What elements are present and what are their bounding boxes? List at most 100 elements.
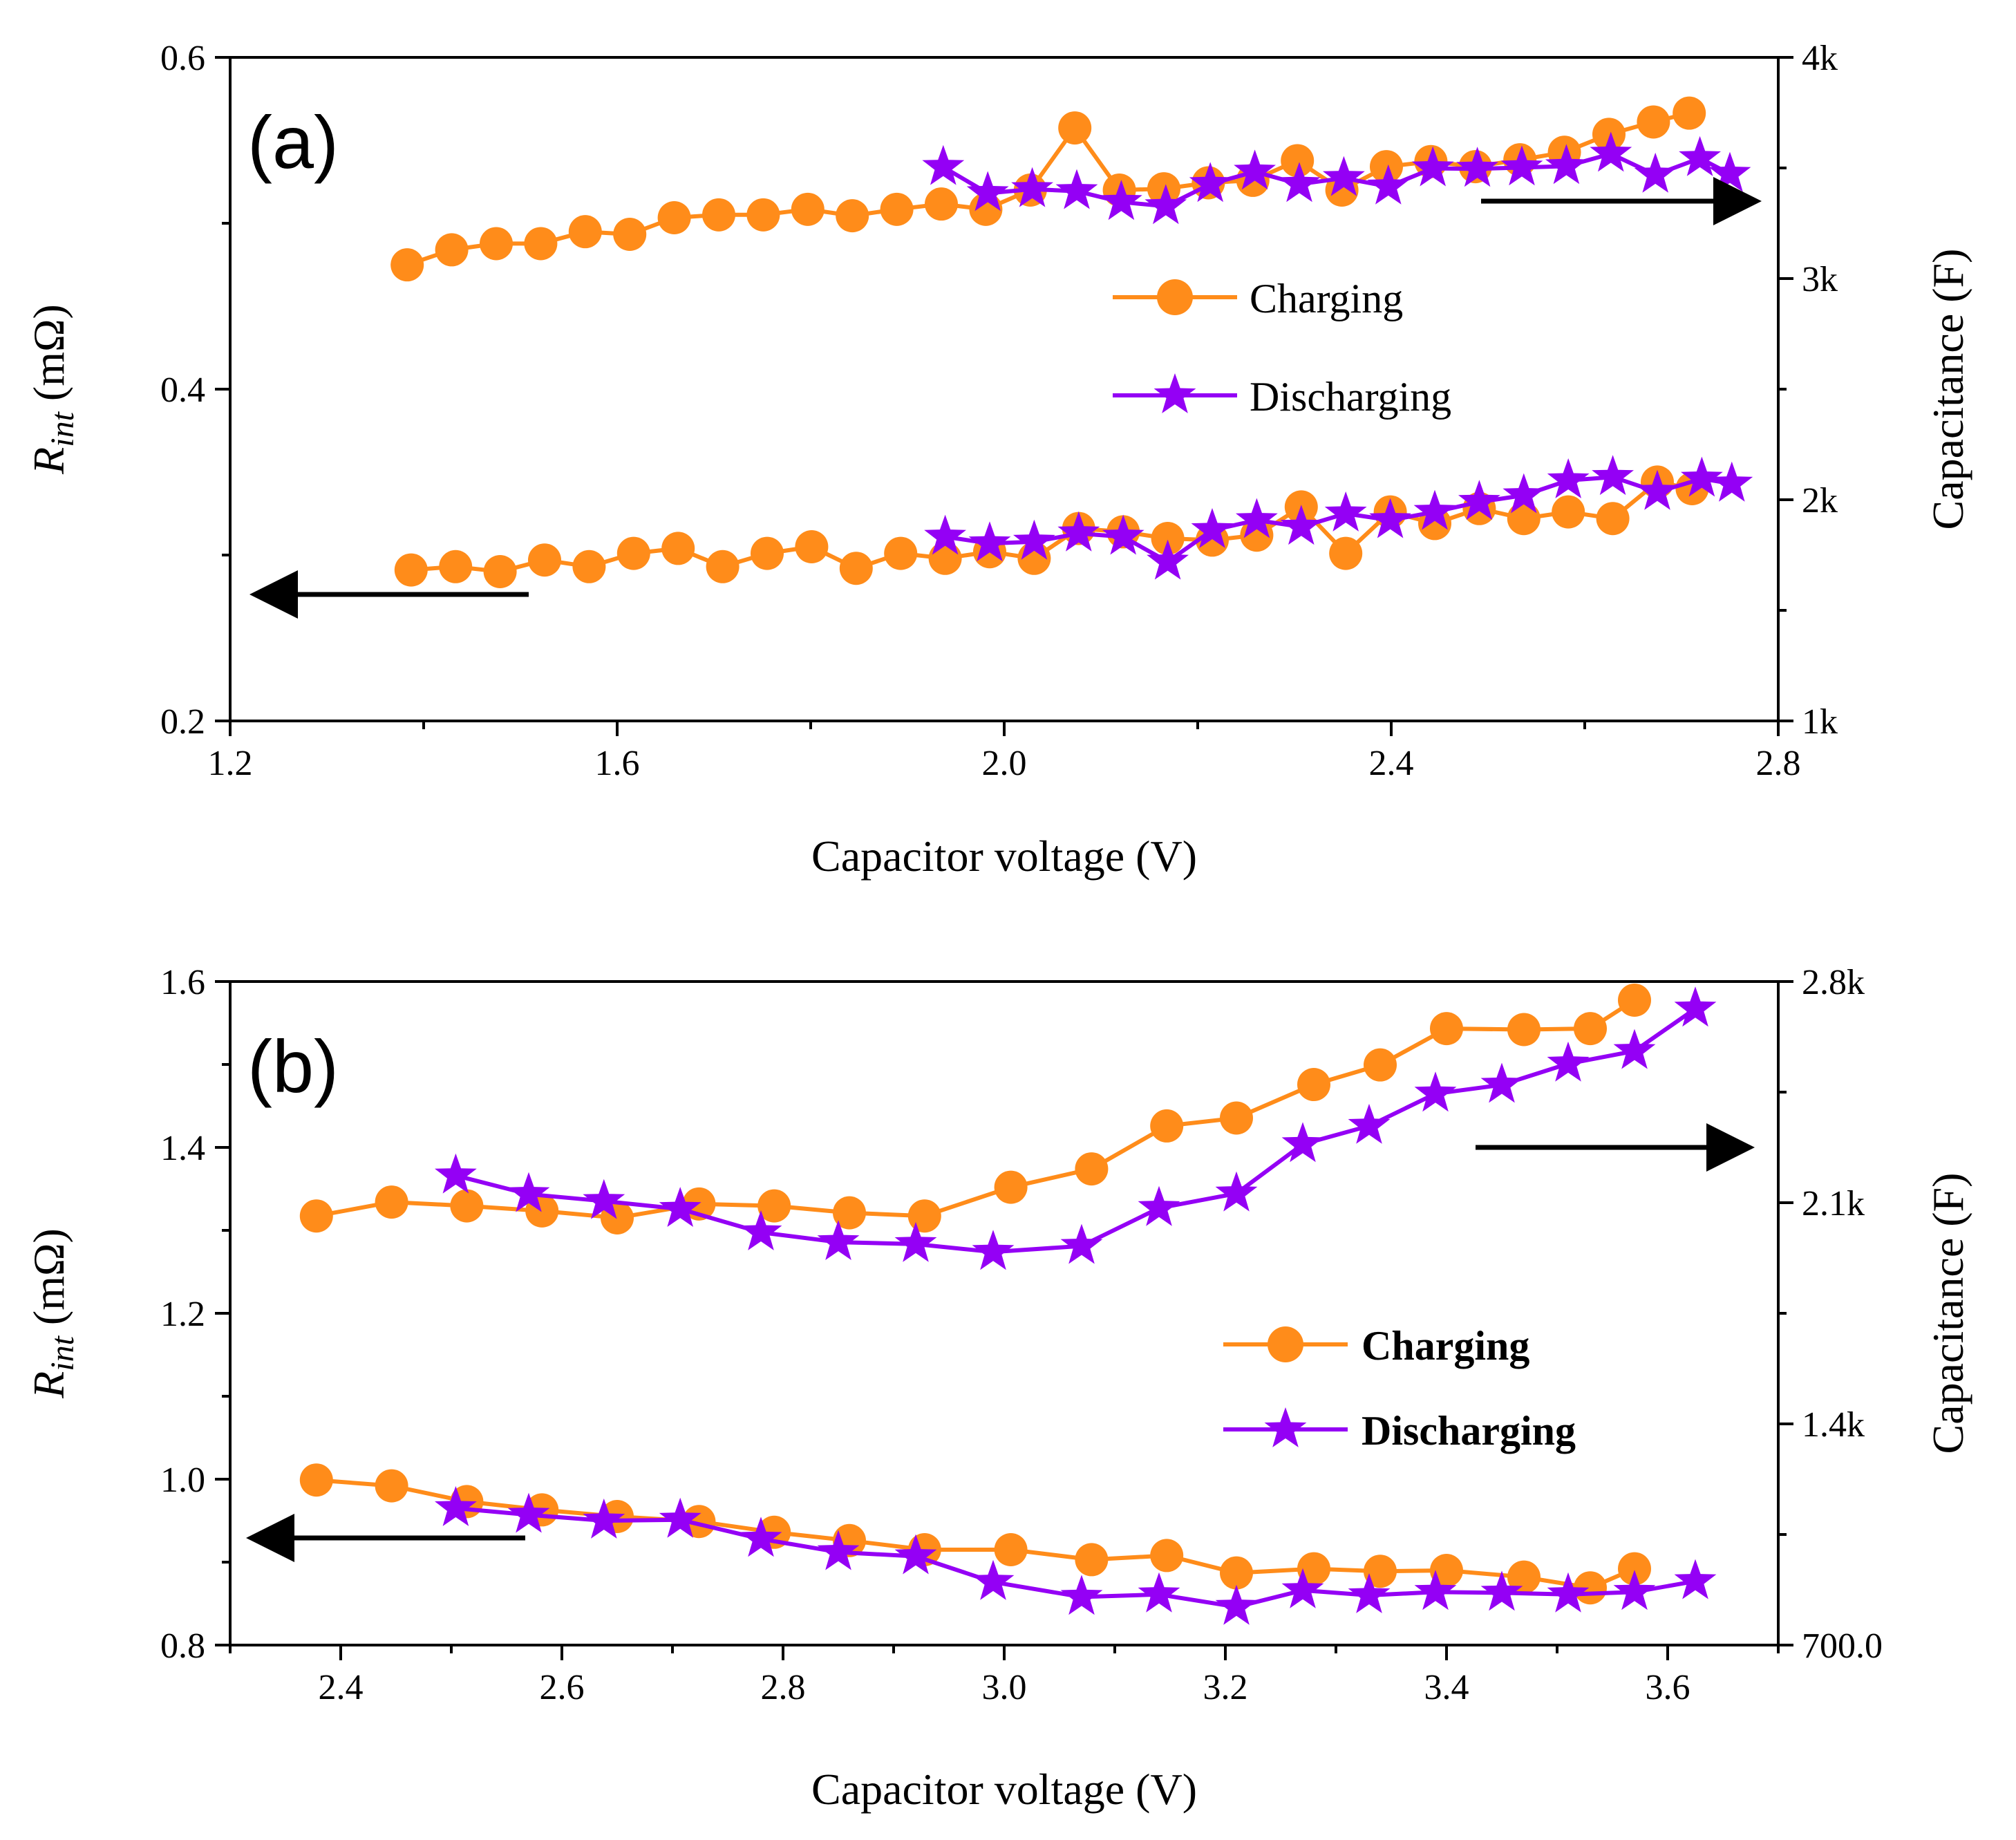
discharging-resistance-point (1458, 480, 1500, 520)
discharging-capacitance-point (739, 1210, 782, 1250)
discharging-resistance-point (968, 521, 1011, 562)
charging-capacitance-point (1058, 111, 1092, 145)
discharging-resistance-point (1215, 1584, 1258, 1625)
discharging-resistance-point (583, 1499, 625, 1539)
discharging-capacitance-point (1323, 156, 1365, 196)
discharging-capacitance-point (1055, 169, 1098, 209)
charging-resistance-point (1150, 1539, 1184, 1573)
legend-charging-label: Charging (1362, 1323, 1529, 1369)
discharging-resistance-point (894, 1534, 937, 1575)
y-right-ticks: 700.0 1.4k 2.1k 2.8k (1778, 963, 1883, 1666)
discharging-capacitance-point (894, 1221, 937, 1262)
charging-capacitance-point (994, 1170, 1028, 1204)
legend-charging-label: Charging (1250, 276, 1403, 321)
charging-capacitance-point (907, 1199, 941, 1233)
charging-resistance-point (1507, 1560, 1541, 1594)
discharging-resistance-point (507, 1492, 550, 1533)
panel-label: (b) (247, 1024, 339, 1108)
charging-resistance-point (1507, 502, 1541, 536)
charging-resistance-point (1329, 536, 1363, 570)
charging-capacitance-point (1430, 1012, 1463, 1046)
charging-capacitance-point (568, 215, 602, 249)
discharging-capacitance-point (1414, 1071, 1457, 1112)
discharging-capacitance-point (1590, 131, 1632, 172)
charging-resistance-point (1075, 1543, 1109, 1577)
charging-capacitance-point (1637, 105, 1670, 139)
y-left-tick-label: 1.4 (160, 1129, 205, 1168)
discharging-capacitance-point (1674, 986, 1717, 1027)
legend-discharging-marker (1264, 1407, 1307, 1447)
charging-resistance-point (661, 532, 695, 565)
y-left-tick-label: 1.2 (160, 1295, 205, 1334)
discharging-capacitance-point (922, 144, 965, 185)
x-tick-label: 2.8 (761, 1668, 806, 1707)
y-left-tick-label: 0.4 (160, 370, 205, 410)
y-right-tick-label: 1.4k (1802, 1405, 1865, 1445)
discharging-resistance-point (1547, 1572, 1590, 1613)
charging-capacitance-point (450, 1189, 484, 1223)
legend-discharging-marker (1153, 373, 1196, 413)
charging-capacitance-point (925, 187, 958, 221)
y-left-title-symbol: R (24, 447, 73, 475)
discharging-capacitance-point (1278, 162, 1321, 203)
y-right-tick-label: 1k (1802, 702, 1838, 742)
y-left-title-unit: (mΩ) (24, 1228, 73, 1336)
y-left-ticks: 0.8 1.0 1.2 1.4 1.6 (160, 963, 230, 1666)
discharging-resistance-point (1369, 498, 1411, 538)
charging-resistance-point (994, 1533, 1028, 1566)
discharging-capacitance-point (1545, 144, 1588, 185)
y-left-tick-label: 0.6 (160, 39, 205, 78)
discharging-resistance-point (1281, 1568, 1324, 1608)
discharging-resistance-point (972, 1559, 1015, 1600)
x-axis-title: Capacitor voltage (V) (811, 1765, 1197, 1814)
charging-resistance-point (375, 1469, 408, 1503)
x-tick-label: 1.2 (208, 744, 253, 783)
charging-capacitance-point (1297, 1068, 1330, 1102)
charging-capacitance-point (435, 233, 469, 267)
y-left-tick-label: 1.0 (160, 1461, 205, 1500)
x-ticks: 2.4 2.6 2.8 3.0 3.2 3.4 3.6 (229, 1645, 1780, 1707)
discharging-resistance-point (1348, 1573, 1391, 1613)
y-left-axis-title: Rint (mΩ) (24, 304, 81, 475)
y-left-axis-title: Rint (mΩ) (24, 1228, 81, 1399)
charging-resistance-point (751, 536, 784, 570)
charging-capacitance-point (1075, 1152, 1109, 1186)
y-left-tick-label: 0.8 (160, 1626, 205, 1666)
series-layer (299, 983, 1717, 1625)
charging-resistance-point (483, 555, 517, 588)
y-right-tick-label: 4k (1802, 39, 1838, 78)
charging-capacitance-point (524, 227, 558, 261)
discharging-resistance-point (1502, 473, 1545, 514)
x-tick-label: 3.2 (1203, 1668, 1248, 1707)
y-left-tick-label: 0.2 (160, 702, 205, 742)
panel-label: (a) (247, 100, 339, 184)
legend: Charging Discharging (1223, 1323, 1576, 1454)
discharging-resistance-point (1060, 1575, 1103, 1615)
discharging-capacitance-point (817, 1220, 860, 1260)
discharging-resistance-point (1711, 461, 1753, 502)
discharging-capacitance-point (1100, 180, 1142, 220)
charging-resistance-point (706, 550, 739, 583)
charging-capacitance-point (390, 248, 424, 282)
charging-resistance-point (884, 536, 918, 570)
discharging-resistance-point (1681, 456, 1723, 497)
discharging-capacitance-point (435, 1153, 477, 1194)
legend-charging-marker (1157, 279, 1193, 315)
y-right-ticks: 1k 2k 3k 4k (1778, 39, 1838, 742)
y-left-title-subscript: int (44, 411, 81, 447)
charging-resistance-point (928, 541, 962, 575)
discharging-capacitance-point (507, 1172, 550, 1212)
discharging-capacitance-point (1234, 149, 1276, 190)
charging-capacitance-point (375, 1185, 408, 1219)
charging-resistance-point (1596, 502, 1630, 536)
discharging-resistance-point (1013, 519, 1055, 560)
y-right-tick-label: 700.0 (1802, 1626, 1883, 1666)
charging-resistance-point (795, 530, 829, 563)
discharging-capacitance-point (1456, 147, 1498, 187)
discharging-resistance-point (1413, 489, 1456, 530)
x-tick-label: 2.4 (1369, 744, 1414, 783)
discharging-capacitance-point (1367, 164, 1410, 205)
charging-capacitance-point (757, 1189, 791, 1223)
charging-resistance-point (1552, 495, 1585, 529)
